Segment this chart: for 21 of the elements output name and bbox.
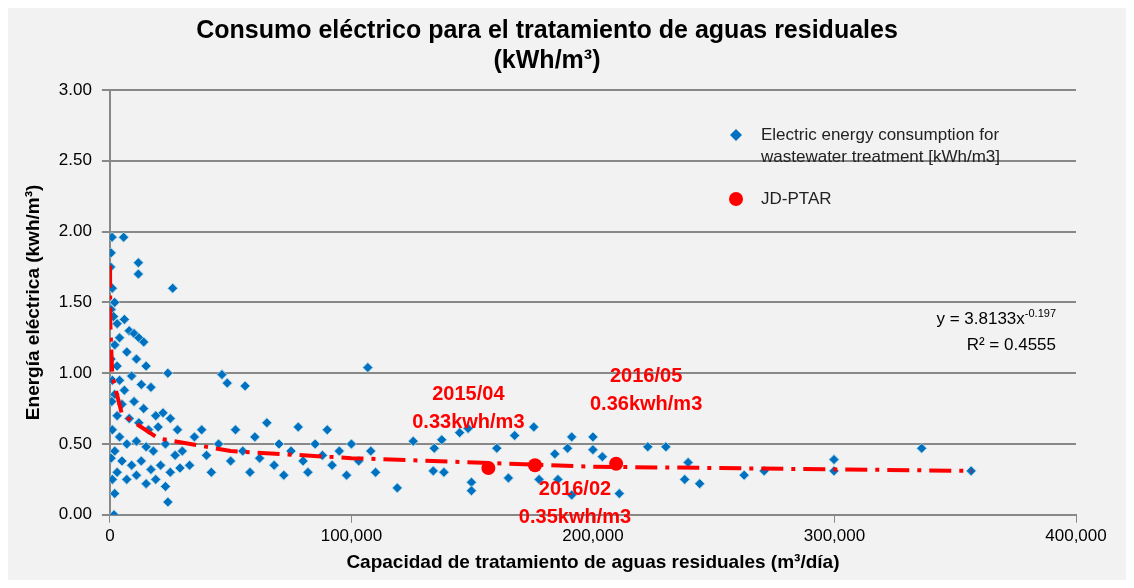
x-tick-label: 300,000 [803, 525, 866, 545]
annotation: 2016/05 0.36kwh/m3 [589, 363, 703, 414]
y-tick-label: 2.50 [58, 150, 92, 170]
y-tick-label: 1.00 [58, 362, 92, 382]
chart-title: Consumo eléctrico para el tratamiento de aguas residuales (kWh/m³) [196, 14, 898, 73]
x-tick-label: 400,000 [1045, 525, 1107, 545]
y-tick-label: 1.50 [58, 292, 92, 312]
x-tick-label: 100,000 [320, 525, 383, 545]
y-tick-label: 3.00 [58, 79, 92, 99]
x-tick-label: 200,000 [562, 525, 624, 545]
x-axis-title: Capacidad de tratamiento de aguas residuales (m³/día) [346, 550, 840, 572]
y-tick-label: 0.00 [58, 504, 92, 524]
y-tick-label: 2.00 [58, 221, 92, 241]
y-tick-label: 0.50 [58, 433, 92, 453]
y-axis-title: Energía eléctrica (kwh/m³) [21, 184, 43, 421]
legend-label: JD-PTAR [761, 188, 832, 208]
annotation: R² = 0.4555 [966, 334, 1056, 354]
annotation: 2016/02 0.35kwh/m3 [518, 477, 632, 528]
legend-label: Electric energy consumption for wastewater treatment [kWh/m3] [760, 124, 1001, 166]
annotation: 2015/04 0.33kwh/m3 [412, 382, 525, 433]
x-tick-label: 0 [105, 525, 115, 545]
